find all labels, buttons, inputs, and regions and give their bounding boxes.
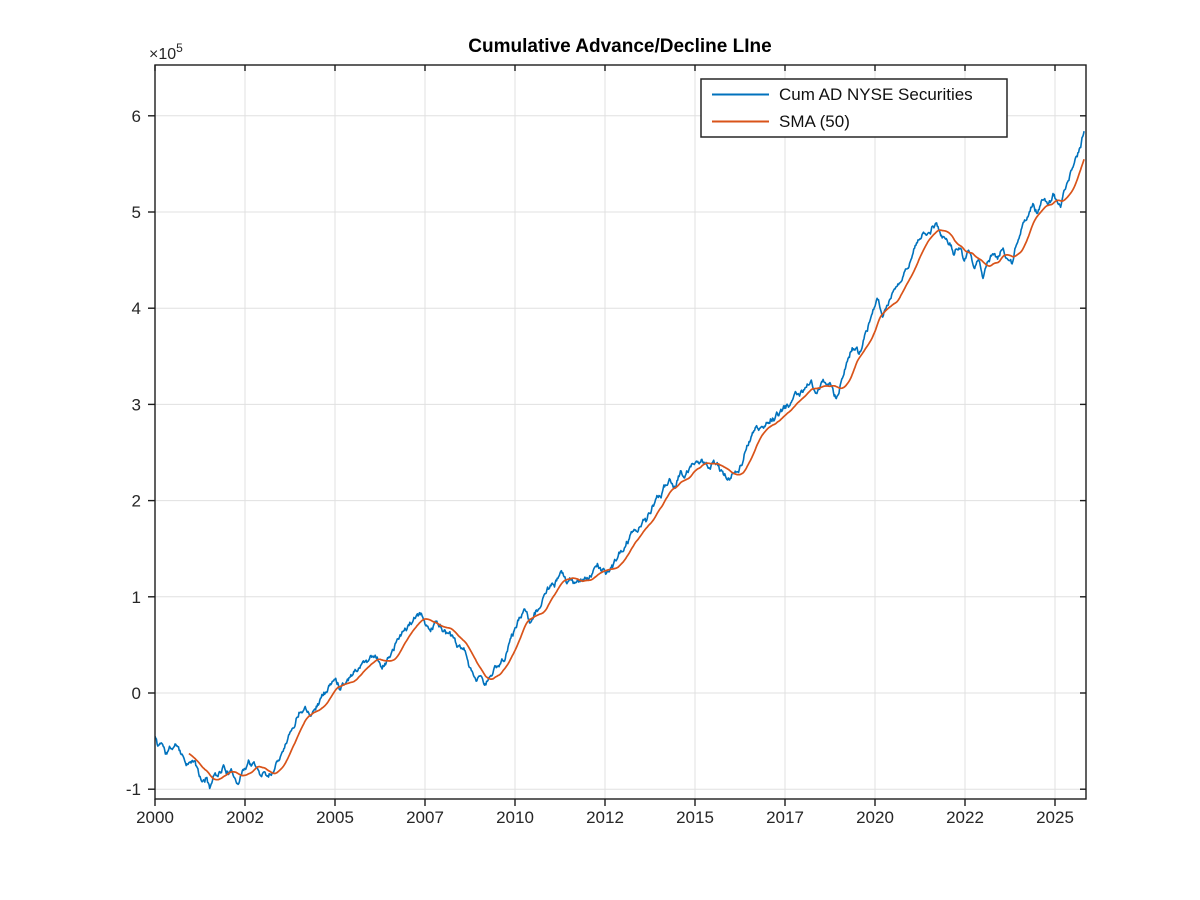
grid-lines [155, 65, 1086, 799]
x-tick-label: 2025 [1036, 808, 1074, 827]
y-tick-label: 5 [132, 203, 141, 222]
y-tick-label: 4 [132, 299, 141, 318]
x-tick-label: 2020 [856, 808, 894, 827]
x-tick-label: 2015 [676, 808, 714, 827]
legend-label-sma: SMA (50) [779, 112, 850, 131]
y-axis-offset-label: ×105 [149, 41, 183, 63]
x-tick-label: 2005 [316, 808, 354, 827]
x-tick-label: 2022 [946, 808, 984, 827]
legend: Cum AD NYSE Securities SMA (50) [700, 78, 1008, 138]
series-lines [155, 131, 1085, 790]
axis-ticks [148, 65, 1086, 806]
x-tick-label: 2007 [406, 808, 444, 827]
x-tick-label: 2012 [586, 808, 624, 827]
y-tick-label: 0 [132, 684, 141, 703]
x-tick-label: 2010 [496, 808, 534, 827]
legend-box [700, 78, 1008, 138]
tick-labels: 2000 2002 2005 2007 2010 2012 2015 2017 2020 2022… [126, 107, 1074, 827]
plot-area [155, 65, 1086, 799]
axes-box [154, 64, 1087, 800]
series-line-sma-50 [188, 158, 1085, 781]
legend-label-cum-ad: Cum AD NYSE Securities [779, 85, 973, 104]
x-tick-label: 2017 [766, 808, 804, 827]
chart-title: Cumulative Advance/Decline LIne [468, 36, 771, 57]
y-tick-label: -1 [126, 780, 141, 799]
y-tick-label: 3 [132, 395, 141, 414]
y-tick-label: 2 [132, 492, 141, 511]
y-tick-label: 6 [132, 107, 141, 126]
y-tick-label: 1 [132, 588, 141, 607]
x-tick-label: 2002 [226, 808, 264, 827]
x-tick-label: 2000 [136, 808, 174, 827]
